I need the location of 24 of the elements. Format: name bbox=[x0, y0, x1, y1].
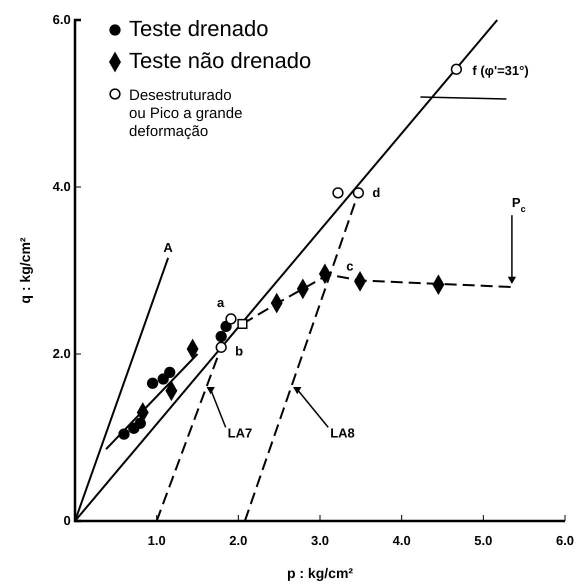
x-tick-label: 6.0 bbox=[556, 532, 574, 548]
x-tick-label: 1.0 bbox=[148, 532, 166, 548]
x-tick-label: 2.0 bbox=[229, 532, 248, 548]
y-tick-label: 2.0 bbox=[52, 346, 71, 362]
annotation: A bbox=[163, 240, 174, 255]
x-tick-label: 4.0 bbox=[392, 532, 411, 548]
annotation: a bbox=[216, 294, 225, 310]
y-tick-label: 6.0 bbox=[52, 12, 71, 28]
legend-label: Teste drenado bbox=[129, 16, 268, 41]
annotation: LA8 bbox=[330, 425, 355, 440]
annotation: c bbox=[346, 258, 354, 274]
y-tick-label: 0 bbox=[63, 513, 71, 528]
x-tick-label: 5.0 bbox=[474, 532, 492, 548]
annotation: LA7 bbox=[228, 425, 252, 440]
y-axis-title: q : kg/cm² bbox=[17, 237, 33, 304]
x-axis-title: p : kg/cm² bbox=[286, 565, 354, 581]
legend-label: Desestruturado ou Pico a grande deformação bbox=[129, 87, 242, 140]
y-tick-label: 4.0 bbox=[52, 179, 71, 194]
annotation: f (φ'=31°) bbox=[472, 62, 529, 78]
legend-label: Teste não drenado bbox=[129, 48, 312, 73]
annotation: P$_{c}$ bbox=[512, 195, 526, 214]
annotation: d bbox=[372, 184, 380, 200]
x-tick-label: 3.0 bbox=[310, 532, 330, 548]
annotation: b bbox=[235, 343, 244, 358]
